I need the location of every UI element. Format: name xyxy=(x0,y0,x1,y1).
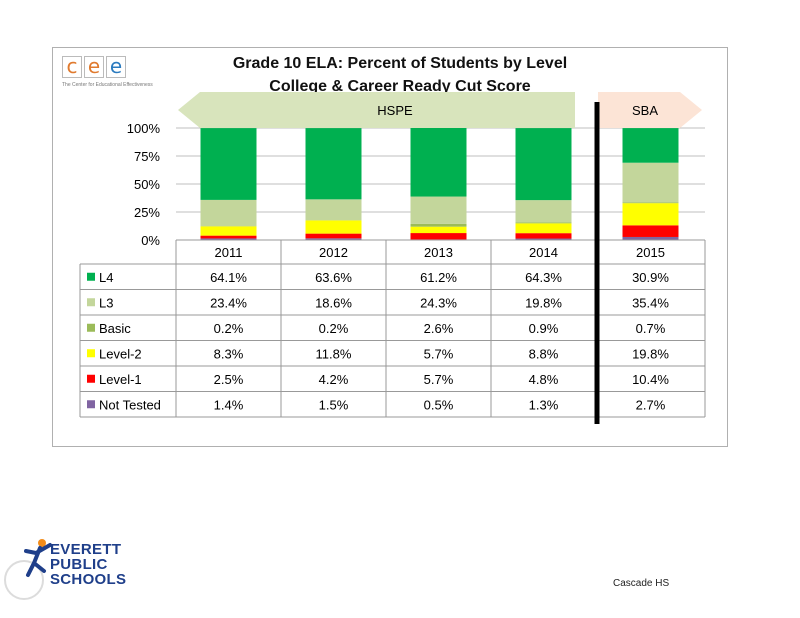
hspe-banner-label: HSPE xyxy=(377,103,413,118)
data-label: 4.2% xyxy=(319,372,349,387)
data-label: 61.2% xyxy=(420,270,457,285)
bar-level-2-2014 xyxy=(515,223,572,234)
x-tick-label: 2012 xyxy=(319,245,348,260)
data-label: 8.3% xyxy=(214,346,244,361)
sba-banner-arrow xyxy=(598,92,702,128)
bar-level-2-2011 xyxy=(200,226,257,236)
hspe-banner-arrow xyxy=(178,92,575,128)
data-label: 11.8% xyxy=(316,346,352,361)
bar-not-tested-2011 xyxy=(200,238,257,240)
legend-label: L3 xyxy=(99,295,113,310)
data-label: 64.1% xyxy=(210,270,247,285)
y-tick-label: 100% xyxy=(127,121,161,136)
cee-logo: c e e The Center for Educational Effecti… xyxy=(62,56,182,96)
bar-basic-2013 xyxy=(410,223,467,227)
data-label: 23.4% xyxy=(210,295,247,310)
title-line-2: College & Career Ready Cut Score xyxy=(269,78,531,95)
title-line-1: Grade 10 ELA: Percent of Students by Lev… xyxy=(232,55,568,72)
legend-label: Not Tested xyxy=(99,397,161,412)
data-label: 0.5% xyxy=(424,397,454,412)
bar-l4-2012 xyxy=(305,128,362,200)
data-label: 63.6% xyxy=(315,270,352,285)
y-tick-label: 25% xyxy=(134,205,160,220)
x-tick-label: 2015 xyxy=(636,245,665,260)
data-label: 8.8% xyxy=(529,346,559,361)
legend-swatch-level-2 xyxy=(87,349,95,358)
data-label: 19.8% xyxy=(525,295,562,310)
district-seal-icon xyxy=(4,560,44,600)
school-name: Cascade HS xyxy=(613,578,670,589)
legend-label: Basic xyxy=(99,321,131,336)
bar-basic-2015 xyxy=(622,202,679,204)
data-label: 35.4% xyxy=(632,295,669,310)
x-tick-label: 2013 xyxy=(424,245,453,260)
data-label: 2.5% xyxy=(214,372,244,387)
runner-icon xyxy=(24,539,52,577)
legend-label: Level-2 xyxy=(99,346,142,361)
legend-swatch-basic xyxy=(87,323,95,332)
bar-level-1-2014 xyxy=(515,233,572,239)
legend-swatch-l4 xyxy=(87,272,95,281)
data-label: 1.3% xyxy=(529,397,559,412)
y-tick-label: 75% xyxy=(134,149,160,164)
data-label: 0.2% xyxy=(319,321,349,336)
data-label: 2.7% xyxy=(636,397,666,412)
data-label: 64.3% xyxy=(525,270,562,285)
cee-tagline: The Center for Educational Effectiveness xyxy=(62,82,153,88)
cee-letter-e1: e xyxy=(84,56,104,78)
legend-label: L4 xyxy=(99,270,113,285)
data-label: 2.6% xyxy=(424,321,454,336)
bar-l4-2011 xyxy=(200,128,257,200)
x-tick-label: 2011 xyxy=(215,245,243,260)
bar-basic-2014 xyxy=(515,222,572,224)
district-name: EVERETT PUBLIC SCHOOLS xyxy=(50,542,126,587)
data-label: 19.8% xyxy=(632,346,669,361)
legend-label: Level-1 xyxy=(99,372,142,387)
data-label: 1.5% xyxy=(319,397,349,412)
data-label: 24.3% xyxy=(420,295,457,310)
legend-swatch-not-tested xyxy=(87,400,95,409)
data-label: 30.9% xyxy=(632,270,669,285)
y-tick-label: 50% xyxy=(134,177,160,192)
chart-title: Grade 10 ELA: Percent of Students by Lev… xyxy=(180,52,620,98)
x-tick-label: 2014 xyxy=(529,245,558,260)
cee-letter-e2: e xyxy=(106,56,126,78)
bar-l4-2015 xyxy=(622,128,679,163)
bar-level-1-2011 xyxy=(200,235,257,239)
data-label: 5.7% xyxy=(424,346,454,361)
bar-l3-2012 xyxy=(305,199,362,221)
legend-swatch-level-1 xyxy=(87,374,95,383)
district-line-3: SCHOOLS xyxy=(50,571,127,588)
cee-letter-c: c xyxy=(62,56,82,78)
data-label: 5.7% xyxy=(424,372,454,387)
data-label: 10.4% xyxy=(632,372,669,387)
bar-not-tested-2012 xyxy=(305,238,362,240)
legend-swatch-l3 xyxy=(87,298,95,307)
data-label: 0.9% xyxy=(529,321,559,336)
sba-banner-label: SBA xyxy=(632,103,658,118)
district-line-1: EVERETT xyxy=(50,541,122,558)
bar-l3-2013 xyxy=(410,196,467,224)
bar-l3-2011 xyxy=(200,199,257,227)
bar-level-1-2012 xyxy=(305,233,362,239)
bar-level-2-2015 xyxy=(622,203,679,226)
district-line-2: PUBLIC xyxy=(50,556,108,573)
bar-level-2-2013 xyxy=(410,226,467,234)
y-tick-label: 0% xyxy=(141,233,160,248)
bar-l3-2015 xyxy=(622,162,679,203)
bar-level-2-2012 xyxy=(305,220,362,234)
bar-level-1-2015 xyxy=(622,225,679,237)
bar-l4-2013 xyxy=(410,128,467,197)
bar-l3-2014 xyxy=(515,200,572,223)
bar-l4-2014 xyxy=(515,128,572,201)
data-label: 18.6% xyxy=(315,295,352,310)
data-label: 4.8% xyxy=(529,372,559,387)
bar-not-tested-2014 xyxy=(515,238,572,240)
data-label: 0.7% xyxy=(636,321,666,336)
data-label: 0.2% xyxy=(214,321,244,336)
bar-level-1-2013 xyxy=(410,233,467,240)
data-label: 1.4% xyxy=(214,397,244,412)
bar-not-tested-2015 xyxy=(622,236,679,240)
